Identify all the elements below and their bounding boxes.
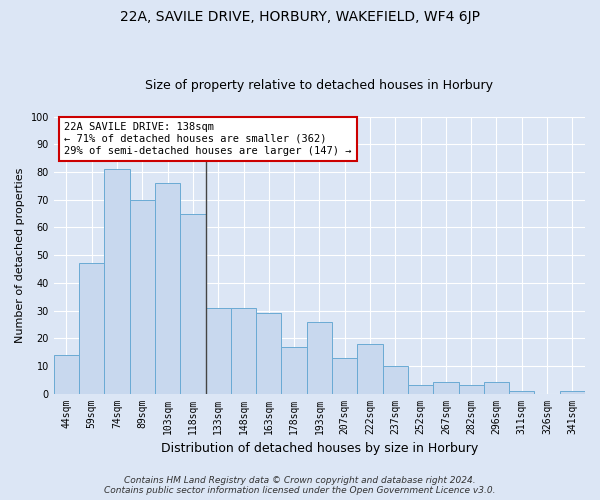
Text: 22A, SAVILE DRIVE, HORBURY, WAKEFIELD, WF4 6JP: 22A, SAVILE DRIVE, HORBURY, WAKEFIELD, W… [120,10,480,24]
Bar [332,358,358,394]
Bar [433,382,458,394]
Bar [458,386,484,394]
Text: 22A SAVILE DRIVE: 138sqm
← 71% of detached houses are smaller (362)
29% of semi-: 22A SAVILE DRIVE: 138sqm ← 71% of detach… [64,122,352,156]
Bar [130,200,155,394]
Bar [206,308,231,394]
Y-axis label: Number of detached properties: Number of detached properties [15,168,25,343]
Bar [307,322,332,394]
Bar [54,355,79,394]
Bar [509,391,535,394]
X-axis label: Distribution of detached houses by size in Horbury: Distribution of detached houses by size … [161,442,478,455]
Bar [180,214,206,394]
Bar [231,308,256,394]
Bar [104,170,130,394]
Bar [484,382,509,394]
Bar [358,344,383,394]
Bar [79,264,104,394]
Bar [281,346,307,394]
Text: Contains HM Land Registry data © Crown copyright and database right 2024.
Contai: Contains HM Land Registry data © Crown c… [104,476,496,495]
Bar [256,314,281,394]
Bar [560,391,585,394]
Bar [155,183,180,394]
Bar [408,386,433,394]
Bar [383,366,408,394]
Title: Size of property relative to detached houses in Horbury: Size of property relative to detached ho… [145,79,493,92]
